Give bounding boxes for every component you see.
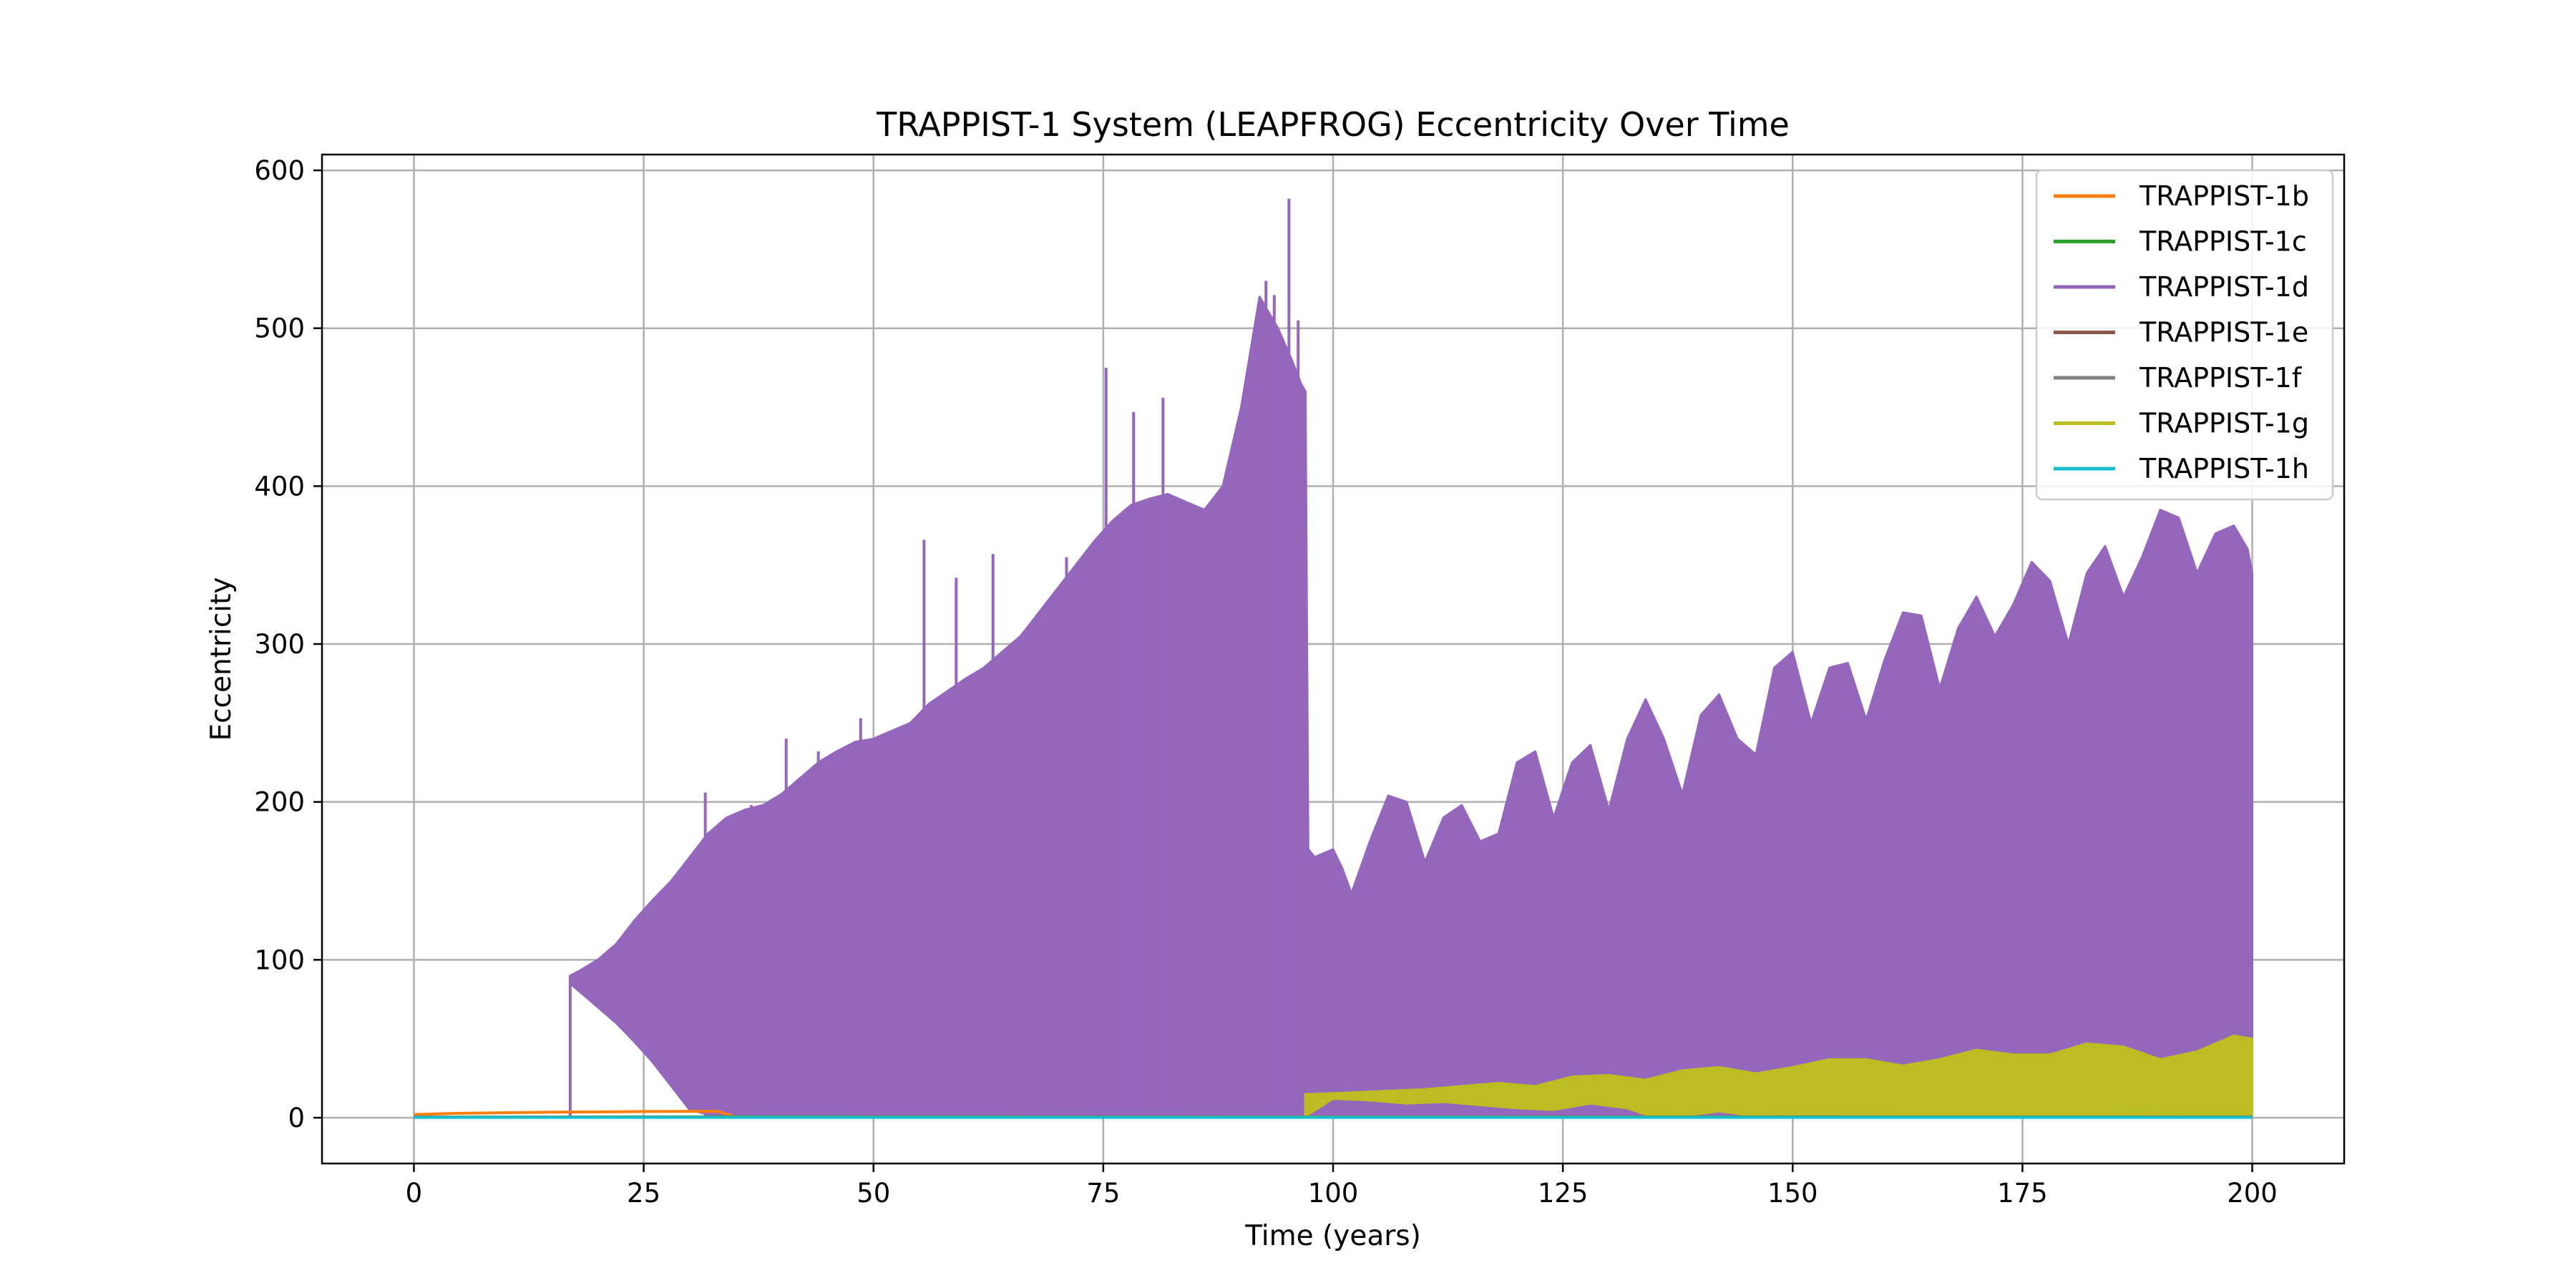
series-trappist-1d-band <box>569 296 2254 1116</box>
series-trappist-1g-band <box>1304 1034 2254 1118</box>
y-tick-label: 600 <box>254 155 305 186</box>
legend: TRAPPIST-1b TRAPPIST-1c TRAPPIST-1d TRAPPIS… <box>2035 169 2334 501</box>
x-tick-label: 100 <box>1308 1178 1359 1209</box>
legend-entry-trappist-1f: TRAPPIST-1f <box>2054 362 2303 394</box>
y-tick-label: 200 <box>254 787 305 818</box>
x-tick-label: 0 <box>406 1178 423 1209</box>
legend-entry-trappist-1g: TRAPPIST-1g <box>2054 408 2309 439</box>
x-tick-label: 50 <box>857 1178 890 1209</box>
legend-label: TRAPPIST-1b <box>2139 180 2309 212</box>
x-axis-ticks: 0 25 50 75 100 125 150 175 200 <box>406 1163 2278 1209</box>
y-tick-label: 300 <box>254 629 305 660</box>
legend-entry-trappist-1h: TRAPPIST-1h <box>2054 453 2309 484</box>
y-axis-label: Eccentricity <box>205 577 238 741</box>
legend-label: TRAPPIST-1c <box>2139 226 2307 258</box>
legend-entry-trappist-1d: TRAPPIST-1d <box>2054 271 2309 303</box>
y-tick-label: 100 <box>254 945 305 975</box>
x-axis-label: Time (years) <box>1244 1220 1421 1252</box>
legend-box <box>2035 169 2334 501</box>
legend-label: TRAPPIST-1g <box>2139 408 2309 439</box>
legend-label: TRAPPIST-1f <box>2139 362 2303 394</box>
x-tick-label: 200 <box>2227 1178 2278 1209</box>
y-tick-label: 500 <box>254 313 305 344</box>
legend-entry-trappist-1b: TRAPPIST-1b <box>2054 180 2309 212</box>
chart-title: TRAPPIST-1 System (LEAPFROG) Eccentricit… <box>876 105 1790 144</box>
x-tick-label: 75 <box>1086 1178 1120 1209</box>
legend-entry-trappist-1e: TRAPPIST-1e <box>2054 317 2308 348</box>
legend-entry-trappist-1c: TRAPPIST-1c <box>2054 226 2307 258</box>
x-tick-label: 150 <box>1767 1178 1818 1209</box>
y-tick-label: 0 <box>288 1103 305 1133</box>
y-tick-label: 400 <box>254 471 305 502</box>
y-axis-ticks: 0 100 200 300 400 500 600 <box>254 155 322 1133</box>
x-tick-label: 125 <box>1538 1178 1589 1209</box>
x-tick-label: 175 <box>1997 1178 2048 1209</box>
series-layer <box>414 198 2254 1119</box>
legend-label: TRAPPIST-1e <box>2139 317 2308 348</box>
x-tick-label: 25 <box>627 1178 660 1209</box>
legend-label: TRAPPIST-1d <box>2139 271 2309 303</box>
legend-label: TRAPPIST-1h <box>2139 453 2309 484</box>
